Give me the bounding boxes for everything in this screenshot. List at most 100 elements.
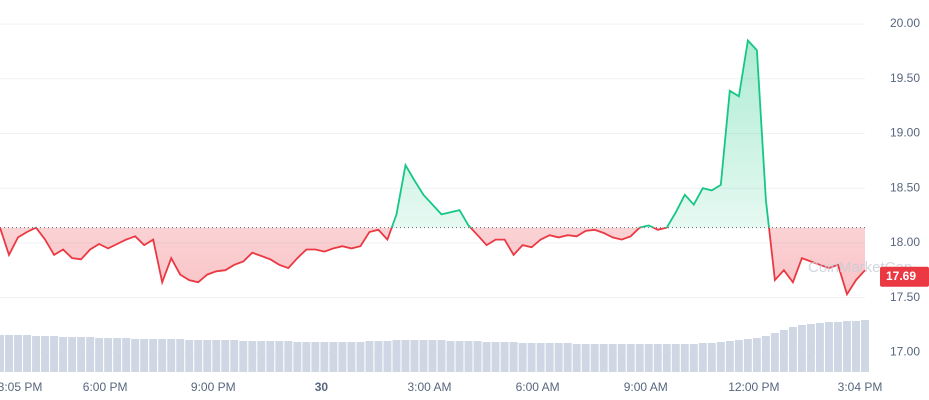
- volume-bar: [698, 343, 707, 372]
- volume-bar: [176, 339, 185, 372]
- volume-bar: [743, 339, 752, 372]
- volume-bar: [392, 340, 401, 372]
- y-tick-label: 19.50: [890, 71, 920, 85]
- volume-bar: [68, 337, 77, 372]
- volume-bar: [734, 340, 743, 372]
- volume-bar: [852, 321, 860, 372]
- volume-bar: [329, 342, 338, 372]
- volume-bar: [626, 344, 635, 372]
- volume-bar: [491, 342, 500, 372]
- volume-bar: [410, 340, 419, 372]
- volume-bar: [32, 336, 41, 372]
- volume-bar: [761, 336, 770, 372]
- volume-bar: [203, 340, 212, 372]
- volume-bar: [167, 339, 176, 372]
- volume-bar: [266, 341, 275, 372]
- volume-bar: [230, 340, 239, 372]
- volume-bar: [41, 336, 50, 372]
- volume-bar: [95, 338, 104, 372]
- volume-bar: [293, 342, 302, 372]
- y-tick-label: 19.00: [890, 126, 920, 140]
- volume-bar: [401, 340, 410, 372]
- volume-bar: [563, 343, 572, 372]
- volume-bar: [0, 335, 4, 372]
- y-tick-label: 17.00: [890, 344, 920, 358]
- volume-bar: [680, 344, 689, 372]
- volume-bar: [536, 343, 545, 372]
- volume-bar: [212, 340, 221, 372]
- volume-bar: [861, 320, 869, 372]
- volume-bar: [581, 344, 590, 372]
- x-tick-label: 9:00 PM: [191, 380, 236, 394]
- volume-bar: [59, 337, 68, 372]
- volume-bar: [572, 344, 581, 372]
- volume-bar: [239, 341, 248, 372]
- volume-bar: [509, 342, 518, 372]
- volume-bar: [104, 338, 113, 372]
- volume-bar: [77, 337, 86, 372]
- volume-bar: [419, 340, 428, 372]
- volume-bar: [671, 344, 680, 372]
- x-tick-label: 9:00 AM: [624, 380, 668, 394]
- volume-bar: [50, 336, 59, 372]
- volume-bar: [554, 343, 563, 372]
- y-tick-label: 20.00: [890, 16, 920, 30]
- volume-bar: [374, 341, 383, 372]
- volume-bar: [275, 341, 284, 372]
- volume-bar: [689, 344, 698, 372]
- volume-bar: [122, 338, 131, 372]
- price-label: 17.69: [886, 269, 916, 283]
- price-line-up: [0, 38, 770, 228]
- x-tick-label: 6:00 AM: [516, 380, 560, 394]
- price-line-down: [0, 227, 866, 297]
- volume-bar: [788, 327, 797, 372]
- volume-bar: [257, 341, 266, 372]
- volume-bar: [338, 342, 347, 372]
- volume-bar: [653, 344, 662, 372]
- y-tick-label: 17.50: [890, 290, 920, 304]
- volume-bar: [302, 342, 311, 372]
- volume-bar: [194, 340, 203, 372]
- area-below: [0, 227, 865, 295]
- y-tick-label: 18.00: [890, 235, 920, 249]
- volume-bar: [149, 339, 158, 372]
- volume-bar: [527, 343, 536, 372]
- volume-bar: [716, 342, 725, 372]
- volume-bar: [707, 343, 716, 372]
- volume-bar: [140, 339, 149, 372]
- volume-bar: [113, 338, 122, 372]
- volume-bar: [482, 342, 491, 372]
- volume-bar: [428, 340, 437, 372]
- x-tick-label: 3:04 PM: [838, 380, 883, 394]
- volume-bar: [5, 335, 13, 372]
- volume-bar: [455, 341, 464, 372]
- volume-bar: [365, 341, 374, 372]
- volume-bar: [23, 335, 31, 372]
- volume-bar: [356, 342, 365, 372]
- volume-bar: [590, 344, 599, 372]
- volume-bar: [662, 344, 671, 372]
- volume-bar: [815, 323, 824, 372]
- volume-bar: [473, 341, 482, 372]
- volume-bar: [500, 342, 509, 372]
- volume-bar: [599, 344, 608, 372]
- volume-bar: [834, 322, 842, 372]
- volume-bar: [311, 342, 320, 372]
- volume-bar: [14, 335, 22, 372]
- volume-bar: [446, 341, 455, 372]
- volume-bar: [843, 321, 851, 372]
- volume-bar: [545, 343, 554, 372]
- volume-bar: [284, 341, 293, 372]
- volume-bar: [383, 341, 392, 372]
- x-tick-label: 12:00 PM: [728, 380, 779, 394]
- volume-bar: [608, 344, 617, 372]
- price-label-box: [880, 266, 929, 287]
- volume-bar: [221, 340, 230, 372]
- volume-bar: [464, 341, 473, 372]
- x-tick-label: 3:05 PM: [0, 380, 42, 394]
- x-tick-label: 30: [315, 380, 329, 394]
- volume-bar: [752, 338, 761, 372]
- volume-bar: [158, 339, 167, 372]
